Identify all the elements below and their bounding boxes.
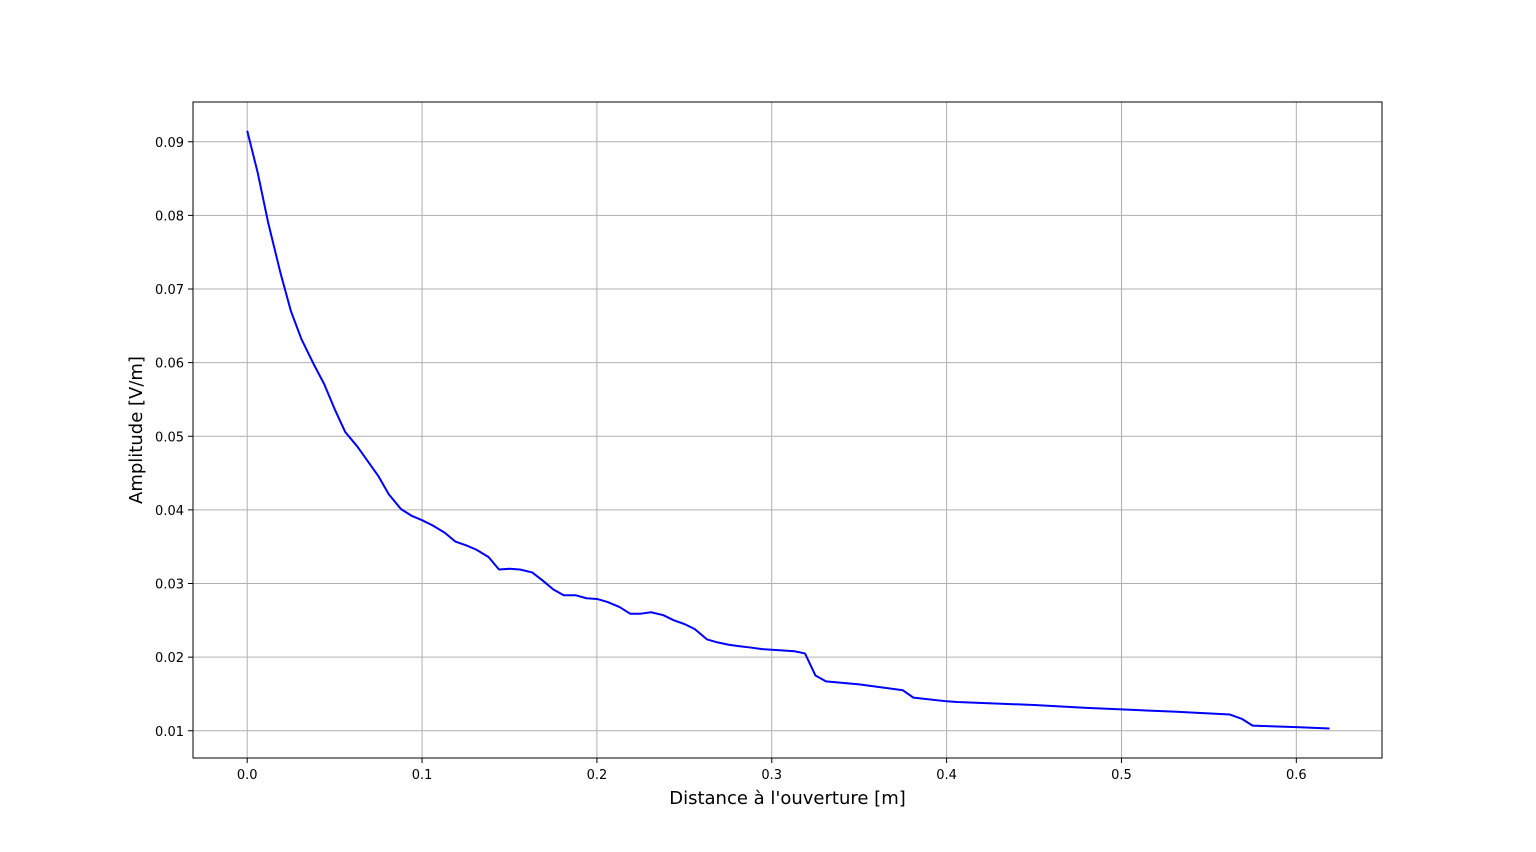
- series-line-amplitude: [246, 130, 1330, 730]
- y-tick-label: 0.02: [155, 651, 184, 666]
- x-tick-label: 0.2: [587, 768, 608, 783]
- y-tick-label: 0.01: [155, 725, 184, 740]
- y-tick-label: 0.06: [155, 357, 184, 372]
- x-tick-label: 0.3: [761, 768, 782, 783]
- x-tick-label: 0.5: [1111, 768, 1132, 783]
- x-tick-label: 0.6: [1286, 768, 1307, 783]
- y-tick-label: 0.07: [155, 283, 184, 298]
- y-axis-label: Amplitude [V/m]: [126, 356, 147, 504]
- y-tick-label: 0.09: [155, 136, 184, 151]
- x-tick-label: 0.4: [936, 768, 957, 783]
- series-group: [246, 130, 1330, 730]
- x-gridlines: [246, 102, 1297, 758]
- y-gridlines: [193, 141, 1382, 732]
- y-tick-label: 0.08: [155, 209, 184, 224]
- plot-area-frame: [192, 101, 1383, 759]
- y-axis-ticks: 0.01 0.02 0.03 0.04 0.05 0.06 0.07 0.08 0.09: [155, 136, 193, 740]
- x-axis-label: Distance à l'ouverture [m]: [669, 788, 906, 809]
- x-tick-label: 0.1: [412, 768, 433, 783]
- x-axis-ticks: 0.0 0.1 0.2 0.3 0.4 0.5 0.6: [237, 758, 1307, 783]
- y-tick-label: 0.05: [155, 430, 184, 445]
- x-tick-label: 0.0: [237, 768, 258, 783]
- y-tick-label: 0.03: [155, 578, 184, 593]
- y-tick-label: 0.04: [155, 504, 184, 519]
